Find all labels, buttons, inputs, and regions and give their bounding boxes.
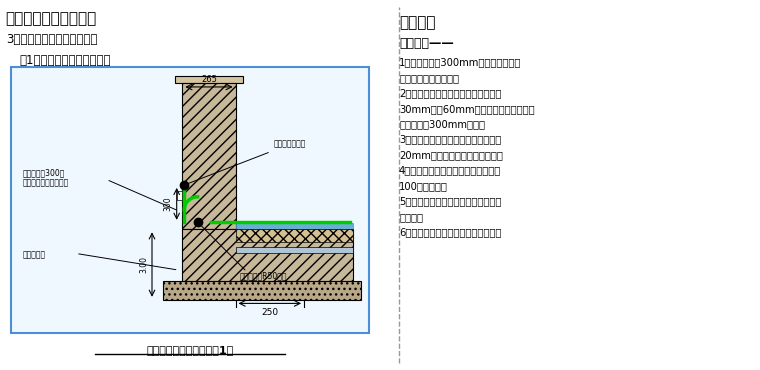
Text: 2、浇筑时须预留防水层收口凹槽（深: 2、浇筑时须预留防水层收口凹槽（深: [399, 88, 502, 98]
Text: 100厚砖保护；: 100厚砖保护；: [399, 181, 448, 191]
Text: 饰面完成面300mm以上；: 饰面完成面300mm以上；: [399, 119, 485, 129]
Text: 265: 265: [201, 75, 217, 84]
Bar: [236, 247, 353, 253]
Text: 3、女儿墙、屋面变形缝处：: 3、女儿墙、屋面变形缝处：: [6, 33, 97, 46]
Bar: [175, 76, 243, 83]
Text: 250: 250: [261, 308, 278, 317]
Text: 4、有种植土的屋面侧墙保护层可采用: 4、有种植土的屋面侧墙保护层可采用: [399, 165, 502, 175]
Bar: [163, 281, 361, 300]
Text: 收口处；: 收口处；: [399, 212, 423, 222]
Text: 6、露台女儿墙防水上翻至女儿墙压顶: 6、露台女儿墙防水上翻至女儿墙压顶: [399, 227, 502, 237]
Text: 屋面防渗漏节点做法：: 屋面防渗漏节点做法：: [6, 11, 97, 26]
Text: 5、防水附加层上翻必须超过施工缝至: 5、防水附加层上翻必须超过施工缝至: [399, 196, 502, 206]
Text: 20mm款伸缩缝并用密封胶封严；: 20mm款伸缩缝并用密封胶封严；: [399, 150, 503, 160]
Text: 钢筋砼反坎300高
与屋面结构一次性浇筑: 钢筋砼反坎300高 与屋面结构一次性浇筑: [23, 168, 69, 187]
Bar: [182, 83, 236, 229]
Text: 30mm、宽60mm），其高度应高于屋面: 30mm、宽60mm），其高度应高于屋面: [399, 104, 534, 114]
Text: 质量要求——: 质量要求——: [399, 37, 454, 50]
Text: 3.00: 3.00: [139, 256, 148, 273]
Text: 防水附加层: 防水附加层: [23, 251, 46, 260]
Text: 1、女儿墙下部300mm高反坎应尽量与: 1、女儿墙下部300mm高反坎应尽量与: [399, 57, 521, 67]
Text: 信息说明: 信息说明: [399, 15, 435, 30]
Text: 阴角部位做R50圆角: 阴角部位做R50圆角: [239, 271, 287, 280]
Bar: [176, 191, 182, 200]
Text: 女儿墙防渗漏节点做法（1）: 女儿墙防渗漏节点做法（1）: [147, 344, 233, 355]
Text: 建筑密封胶嵌缝: 建筑密封胶嵌缝: [187, 140, 306, 184]
Text: 300: 300: [164, 196, 173, 211]
Bar: [236, 229, 353, 242]
Bar: [182, 229, 353, 281]
Text: 屋面混凝土一次浇筑；: 屋面混凝土一次浇筑；: [399, 73, 459, 83]
Bar: [236, 223, 353, 229]
Text: 3、刚性保护层和饰面层与女儿去间留: 3、刚性保护层和饰面层与女儿去间留: [399, 135, 502, 145]
Text: （1）女儿墙防渗漏节点做法: （1）女儿墙防渗漏节点做法: [19, 54, 110, 67]
FancyBboxPatch shape: [11, 67, 369, 333]
